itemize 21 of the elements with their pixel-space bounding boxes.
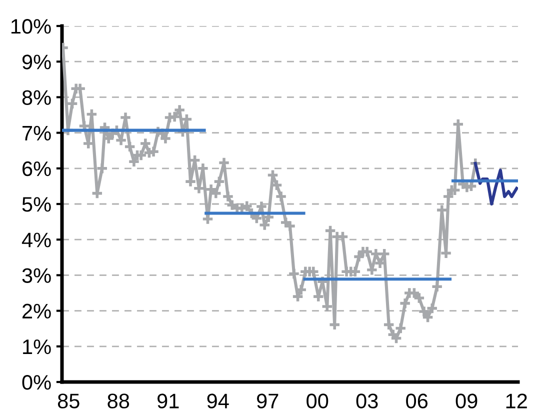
- x-tick-label: 91: [158, 394, 179, 408]
- x-tick-label: 06: [406, 394, 428, 408]
- y-tick-label: 9%: [22, 54, 51, 70]
- y-tick-label: 3%: [22, 268, 51, 283]
- y-tick-label: 6%: [22, 161, 51, 176]
- y-tick-label: 7%: [22, 126, 51, 140]
- y-tick-label: 10%: [11, 19, 51, 34]
- y-tick-label: 0%: [22, 375, 51, 390]
- x-tick-label: 09: [456, 394, 478, 408]
- x-tick-label: 97: [257, 394, 278, 408]
- y-tick-label: 1%: [23, 339, 51, 354]
- x-tick-label: 00: [306, 394, 328, 408]
- x-tick-label: 03: [356, 394, 378, 408]
- y-tick-label: 5%: [22, 197, 51, 212]
- y-tick-label: 4%: [22, 232, 51, 248]
- x-tick-label: 94: [207, 394, 229, 408]
- y-tick-label: 8%: [22, 90, 51, 105]
- x-tick-label: 12: [506, 394, 527, 408]
- x-tick-label: 88: [108, 394, 130, 408]
- x-tick-label: 85: [58, 394, 80, 408]
- y-tick-label: 2%: [22, 304, 51, 318]
